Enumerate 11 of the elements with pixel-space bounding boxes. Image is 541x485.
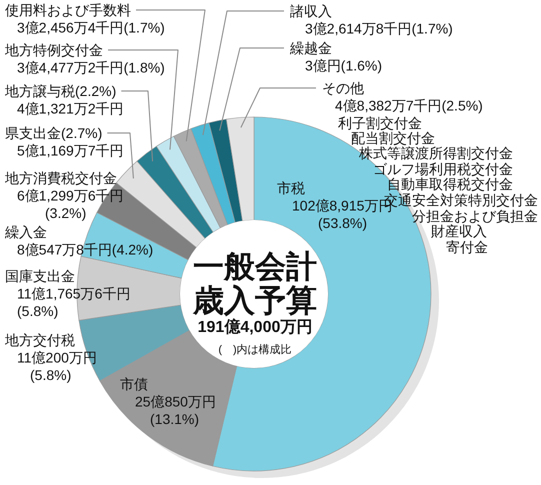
annotation: 株式等譲渡所得割交付金	[359, 145, 513, 161]
annotation: ( )内は構成比	[218, 344, 292, 356]
title: 一般会計歳入予算	[193, 249, 317, 318]
annotation: 自動車取得税交付金	[387, 176, 513, 192]
annotation: 財産収入	[431, 223, 487, 239]
annotation: ゴルフ場利用税交付金	[373, 161, 513, 177]
annotation: 利子割交付金	[338, 115, 422, 131]
annotation: 分担金および負担金	[412, 208, 538, 224]
annotation: 寄付金	[446, 239, 488, 255]
subtitle: 191億4,000万円	[198, 319, 312, 336]
annotation: 配当割交付金	[351, 130, 435, 146]
